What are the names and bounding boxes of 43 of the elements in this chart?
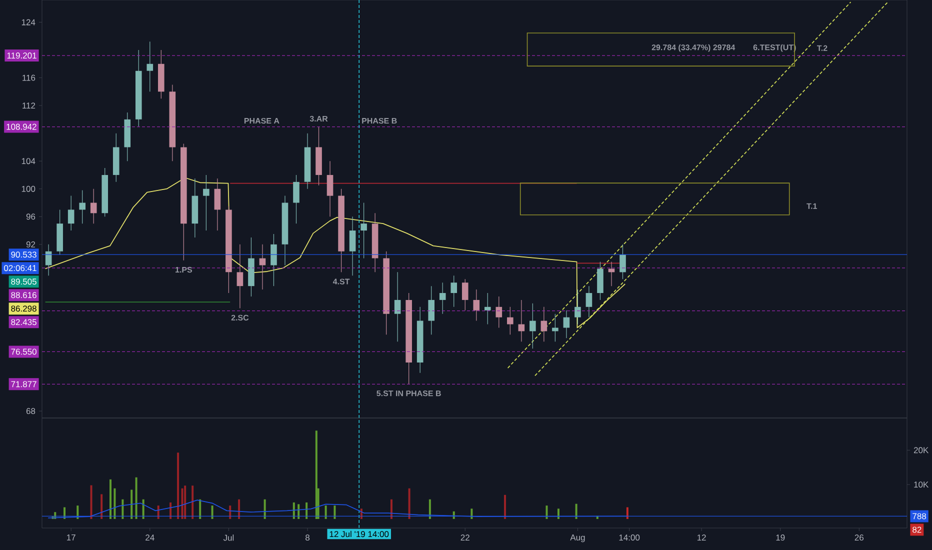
x-tick-label: 19	[776, 534, 785, 541]
y-tick-label: 104	[22, 158, 36, 164]
annotation: 5.ST IN PHASE B	[376, 390, 441, 396]
y2-tick-label: 10K	[914, 482, 929, 488]
y-tick-label: 92	[26, 241, 36, 248]
text: 86.298	[11, 306, 36, 312]
ref-line-label: 12 Jul '19 14:00	[330, 530, 389, 538]
y-tick-label: 116	[22, 74, 36, 81]
x-tick-label: Aug	[570, 534, 585, 542]
x-tick-label: Jul	[223, 534, 234, 541]
ref-line-label: 88.616	[11, 292, 36, 298]
x-tick-label: 8	[306, 534, 310, 541]
annotation: 1.PS	[175, 266, 192, 273]
ref-line-label: 90.533	[11, 252, 36, 258]
annotation: T.1	[806, 203, 817, 209]
x-tick-label: 12	[697, 534, 706, 540]
ref-line-label: 76.550	[11, 348, 36, 355]
text: 02:06:41	[4, 265, 36, 272]
ref-line-label: 82.435	[11, 319, 36, 326]
text: 82	[912, 526, 922, 533]
ref-line-label: 108.942	[6, 124, 36, 130]
text: 89.505	[11, 278, 36, 285]
x-tick-label: 22	[460, 534, 470, 540]
y-tick-label: 124	[22, 19, 36, 26]
x-tick-label: 17	[67, 534, 76, 540]
annotation: 4.ST	[332, 278, 350, 284]
x-tick-label: 26	[854, 534, 864, 541]
annotation: 3.AR	[310, 116, 328, 122]
annotation: PHASE A	[244, 118, 280, 124]
x-tick-label: 24	[146, 534, 154, 540]
y2-tick-label: 20K	[914, 447, 929, 454]
annotation: PHASE B	[362, 118, 397, 124]
annotation: T.2	[816, 45, 828, 51]
annotation: 2.SC	[231, 314, 249, 320]
ref-line-label: 71.877	[11, 381, 36, 388]
y-tick-label: 100	[22, 186, 36, 192]
y-tick-label: 112	[22, 102, 36, 109]
y-tick-label: 68	[26, 408, 36, 414]
y-tick-label: 96	[26, 214, 36, 220]
text: 788	[912, 513, 926, 520]
ref-line-label: 119.201	[7, 52, 36, 59]
x-tick-label: 14:00	[619, 534, 640, 541]
annotation: 29.784 (33.47%) 29784	[652, 44, 736, 52]
